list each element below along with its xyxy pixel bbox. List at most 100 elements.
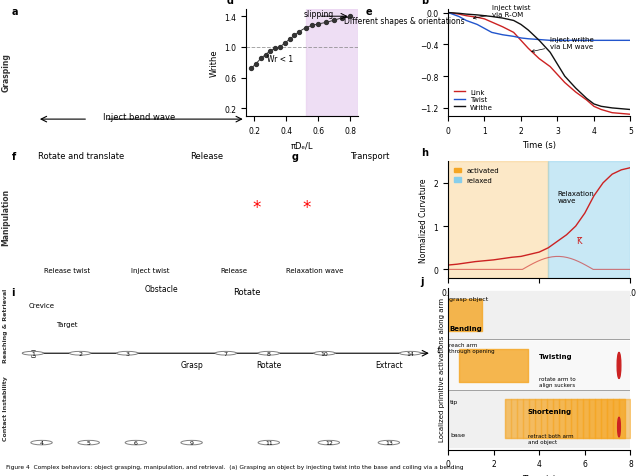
Writhe [608, 106, 616, 111]
Text: 2: 2 [78, 351, 82, 356]
Link [499, 25, 507, 30]
Point [314, 21, 324, 29]
Text: 1: 1 [31, 351, 35, 356]
Link [554, 72, 561, 78]
Writhe [535, 39, 543, 44]
Y-axis label: Localized primitive activations along arm: Localized primitive activations along ar… [439, 297, 445, 441]
Twist [488, 30, 495, 36]
Circle shape [314, 352, 335, 355]
Twist [608, 39, 616, 44]
Circle shape [258, 440, 280, 445]
Text: Manipulation: Manipulation [1, 188, 10, 246]
Twist [462, 19, 470, 24]
Bar [548, 162, 630, 278]
Text: Inject twist: Inject twist [131, 268, 170, 273]
Text: Reaching & Retrieval: Reaching & Retrieval [3, 288, 8, 362]
X-axis label: Time (s): Time (s) [522, 141, 556, 150]
Text: Wr < 1: Wr < 1 [268, 55, 293, 63]
Text: 13: 13 [385, 440, 393, 445]
Point [307, 22, 317, 30]
Text: Contact Instability: Contact Instability [3, 376, 8, 441]
Link [535, 57, 543, 62]
Text: Extract: Extract [375, 360, 403, 369]
Text: 8: 8 [267, 351, 271, 356]
Circle shape [69, 352, 91, 355]
Text: Bending: Bending [449, 326, 482, 331]
Text: rotate arm to
align suckers: rotate arm to align suckers [539, 377, 576, 387]
Text: Shortening: Shortening [528, 408, 572, 414]
Point [266, 48, 276, 55]
Point [346, 13, 356, 21]
Legend: activated, relaxed: activated, relaxed [451, 165, 502, 186]
Twist [455, 15, 463, 20]
Writhe [455, 11, 463, 17]
Text: Grasping: Grasping [1, 53, 10, 92]
Text: b: b [420, 0, 428, 6]
Text: Rotate and translate: Rotate and translate [38, 151, 124, 160]
Writhe [597, 104, 605, 110]
Line: Twist: Twist [448, 13, 630, 41]
Text: Rotate: Rotate [234, 288, 261, 297]
Link [583, 98, 591, 104]
Writhe [444, 10, 452, 16]
Link [444, 10, 452, 16]
Text: Grasp: Grasp [180, 360, 203, 369]
Legend: Link, Twist, Writhe: Link, Twist, Writhe [451, 87, 496, 113]
Point [301, 25, 311, 32]
X-axis label: πDₑ/L: πDₑ/L [291, 141, 314, 150]
Text: Twisting: Twisting [539, 353, 573, 359]
Text: Rotate: Rotate [256, 360, 282, 369]
Text: 10: 10 [321, 351, 328, 356]
Text: base: base [451, 432, 465, 437]
Point [246, 65, 257, 73]
Link [474, 15, 481, 21]
Twist [510, 34, 518, 40]
Circle shape [31, 440, 52, 445]
Text: K̅: K̅ [575, 237, 581, 246]
Circle shape [116, 352, 138, 355]
Twist [481, 27, 488, 32]
Point [337, 15, 348, 22]
Circle shape [617, 353, 621, 378]
Twist [444, 10, 452, 16]
Writhe [462, 12, 470, 18]
Writhe [524, 28, 532, 34]
Twist [517, 36, 525, 42]
Link [524, 46, 532, 52]
Link [517, 39, 525, 44]
Circle shape [215, 352, 237, 355]
Twist [554, 39, 561, 44]
Text: Inject twist
via R-OM: Inject twist via R-OM [474, 6, 531, 20]
Link [572, 90, 580, 96]
Text: reach arm
through opening: reach arm through opening [449, 342, 495, 353]
Link [597, 108, 605, 113]
Text: d: d [227, 0, 233, 6]
Link [561, 80, 568, 86]
Text: 11: 11 [265, 440, 273, 445]
Bar [448, 341, 630, 390]
Circle shape [78, 440, 99, 445]
Text: Inject bend wave: Inject bend wave [103, 113, 175, 122]
Writhe [499, 16, 507, 22]
Writhe [554, 62, 561, 68]
Text: Transport: Transport [350, 151, 389, 160]
Text: Obstacle: Obstacle [145, 285, 179, 294]
Text: Release: Release [221, 268, 248, 273]
Text: Figure 4  Complex behaviors: object grasping, manipulation, and retrieval.  (a) : Figure 4 Complex behaviors: object grasp… [6, 464, 464, 469]
Y-axis label: Normalized Curvature: Normalized Curvature [419, 178, 428, 262]
Writhe [510, 19, 518, 24]
Twist [572, 39, 580, 44]
Writhe [590, 102, 598, 108]
Text: Relaxation
wave: Relaxation wave [557, 191, 594, 204]
Circle shape [125, 440, 147, 445]
Link [547, 65, 554, 70]
Point [294, 29, 305, 36]
Text: Release: Release [190, 151, 223, 160]
Text: *: * [252, 198, 260, 217]
Line: Link: Link [448, 13, 630, 115]
Text: Different shapes & orientations: Different shapes & orientations [344, 17, 465, 26]
Text: e: e [366, 8, 372, 18]
Bar [448, 162, 548, 278]
Writhe [547, 50, 554, 56]
Link [488, 20, 495, 26]
